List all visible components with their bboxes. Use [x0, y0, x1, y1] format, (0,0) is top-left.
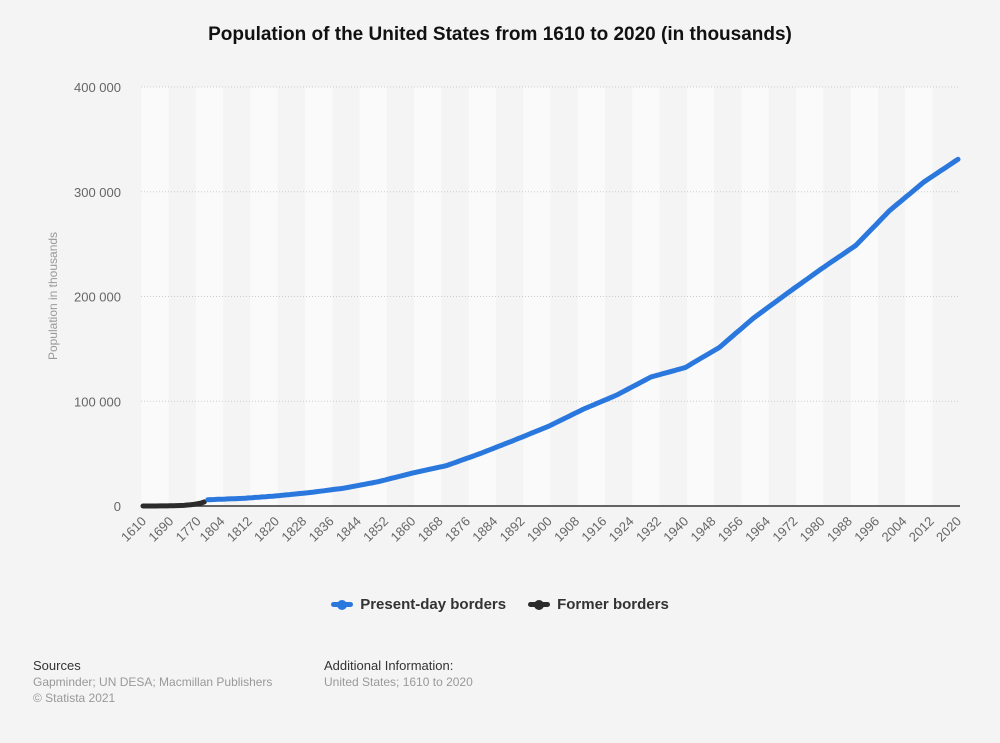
background-stripe	[686, 87, 715, 506]
y-tick-label: 300 000	[74, 185, 121, 200]
background-stripe	[468, 87, 496, 506]
legend: Present-day borders Former borders	[0, 596, 1000, 613]
legend-swatch-present	[331, 599, 354, 610]
x-tick-label: 1964	[742, 514, 773, 545]
legend-label: Present-day borders	[360, 596, 507, 613]
additional-info-block: Additional Information: United States; 1…	[324, 658, 473, 690]
copyright: © Statista 2021	[33, 691, 116, 705]
legend-label: Former borders	[557, 596, 669, 613]
x-tick-label: 2004	[879, 514, 910, 545]
background-stripe	[359, 87, 387, 506]
x-tick-label: 1804	[196, 514, 227, 545]
sources-text: Gapminder; UN DESA; Macmillan Publishers	[33, 675, 273, 689]
x-tick-label: 1900	[524, 514, 555, 545]
series-line-present-day-borders	[205, 156, 961, 503]
x-tick-label: 1770	[173, 514, 204, 545]
x-tick-label: 1836	[306, 514, 337, 545]
line-chart: 0 100 000 200 000 300 000 400 000 Population …	[46, 80, 964, 545]
background-stripe	[796, 87, 824, 506]
x-tick-label: 2020	[933, 514, 964, 545]
x-tick-label: 1956	[715, 514, 746, 545]
background-stripe	[195, 87, 224, 506]
additional-info-heading: Additional Information:	[324, 658, 454, 673]
x-tick-label: 1610	[118, 514, 149, 545]
x-tick-label: 1892	[497, 514, 528, 545]
y-tick-label: 100 000	[74, 394, 121, 409]
x-tick-label: 1932	[633, 514, 664, 545]
background-stripe	[741, 87, 769, 506]
background-stripe	[141, 87, 169, 506]
x-tick-label: 1852	[360, 514, 391, 545]
x-tick-label: 1876	[442, 514, 473, 545]
x-tick-label: 1980	[797, 514, 828, 545]
legend-item-former[interactable]: Former borders	[528, 596, 669, 613]
additional-info-text: United States; 1610 to 2020	[324, 675, 473, 689]
y-tick-label: 0	[114, 499, 121, 514]
sources-heading: Sources	[33, 658, 81, 673]
x-tick-label: 1812	[224, 514, 255, 545]
x-tick-label: 1972	[769, 514, 800, 545]
y-tick-label: 200 000	[74, 290, 121, 305]
background-stripe	[414, 87, 442, 506]
x-tick-label: 2012	[906, 514, 937, 545]
x-tick-label: 1860	[387, 514, 418, 545]
x-tick-label: 1868	[415, 514, 446, 545]
legend-swatch-former	[528, 599, 551, 610]
x-tick-label: 1996	[851, 514, 882, 545]
y-axis-title: Population in thousands	[46, 232, 60, 360]
x-tick-label: 1690	[145, 514, 176, 545]
legend-item-present[interactable]: Present-day borders	[331, 596, 506, 613]
series-line-former-borders	[140, 499, 207, 509]
x-tick-label: 1988	[824, 514, 855, 545]
x-tick-label: 1916	[578, 514, 609, 545]
x-tick-label: 1884	[469, 514, 500, 545]
chart-title: Population of the United States from 161…	[208, 24, 792, 45]
x-tick-label: 1908	[551, 514, 582, 545]
x-tick-label: 1940	[660, 514, 691, 545]
y-tick-label: 400 000	[74, 80, 121, 95]
sources-block: Sources Gapminder; UN DESA; Macmillan Pu…	[33, 658, 272, 706]
x-tick-label: 1924	[606, 514, 637, 545]
x-tick-label: 1844	[333, 514, 364, 545]
x-tick-label: 1820	[251, 514, 282, 545]
x-tick-label: 1828	[278, 514, 309, 545]
x-tick-label: 1948	[688, 514, 719, 545]
